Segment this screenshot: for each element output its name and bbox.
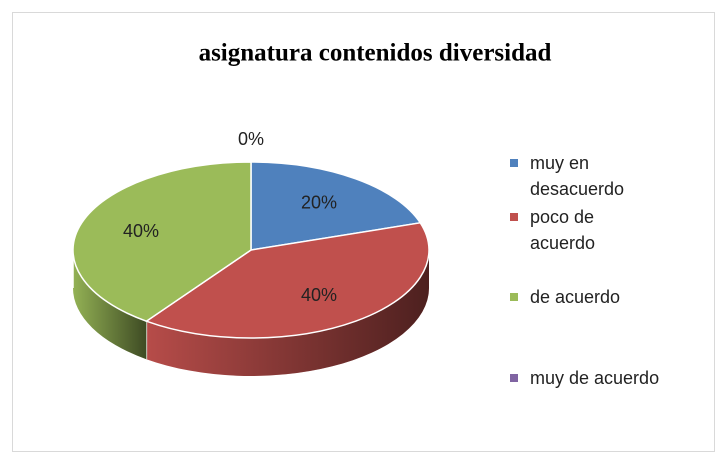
data-label: 40% <box>301 285 337 305</box>
legend-item: muy de acuerdo <box>510 365 660 391</box>
slice <box>72 161 252 323</box>
legend-item: muy en desacuerdo <box>510 150 660 202</box>
legend-swatch <box>510 374 518 382</box>
chart-title: asignatura contenidos diversidad <box>199 40 552 67</box>
slice <box>250 161 422 251</box>
legend-swatch <box>510 293 518 301</box>
data-label: 20% <box>301 192 337 212</box>
slice-side-shade <box>73 250 147 360</box>
legend-label: de acuerdo <box>530 287 621 307</box>
slice-side-shade <box>146 250 430 377</box>
legend-label: muy de acuerdo <box>530 368 660 388</box>
slice <box>144 221 430 339</box>
data-label: 40% <box>123 221 159 241</box>
legend-swatch <box>510 159 518 167</box>
pie: 20% 40% 40% 0% <box>72 129 430 377</box>
legend-item: de acuerdo <box>510 284 660 310</box>
legend-item: poco de acuerdo <box>510 204 660 256</box>
legend-label: poco de acuerdo <box>530 207 596 253</box>
data-label: 0% <box>238 129 264 149</box>
legend-swatch <box>510 213 518 221</box>
legend-label: muy en desacuerdo <box>530 153 625 199</box>
